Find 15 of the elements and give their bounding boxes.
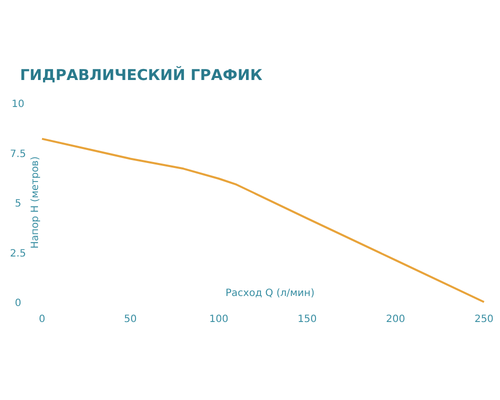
y-axis-title: Напор H (метров) [30,156,41,249]
x-tick-label: 100 [209,314,228,325]
x-axis-title: Расход Q (л/мин) [226,288,315,299]
y-tick-label: 5 [14,198,22,210]
x-tick-label: 250 [474,314,494,325]
y-tick-label: 7.5 [10,148,26,160]
x-tick-label: 50 [124,314,137,325]
y-tick-label: 10 [12,99,24,110]
y-tick-label: 0 [14,298,22,309]
x-tick-label: 0 [38,314,46,325]
line-series [41,138,485,303]
y-tick-label: 2.5 [10,248,26,260]
x-tick-label: 200 [386,314,406,325]
x-tick-label: 150 [298,314,317,325]
chart-title: ГИДРАВЛИЧЕСКИЙ ГРАФИК [20,66,264,84]
